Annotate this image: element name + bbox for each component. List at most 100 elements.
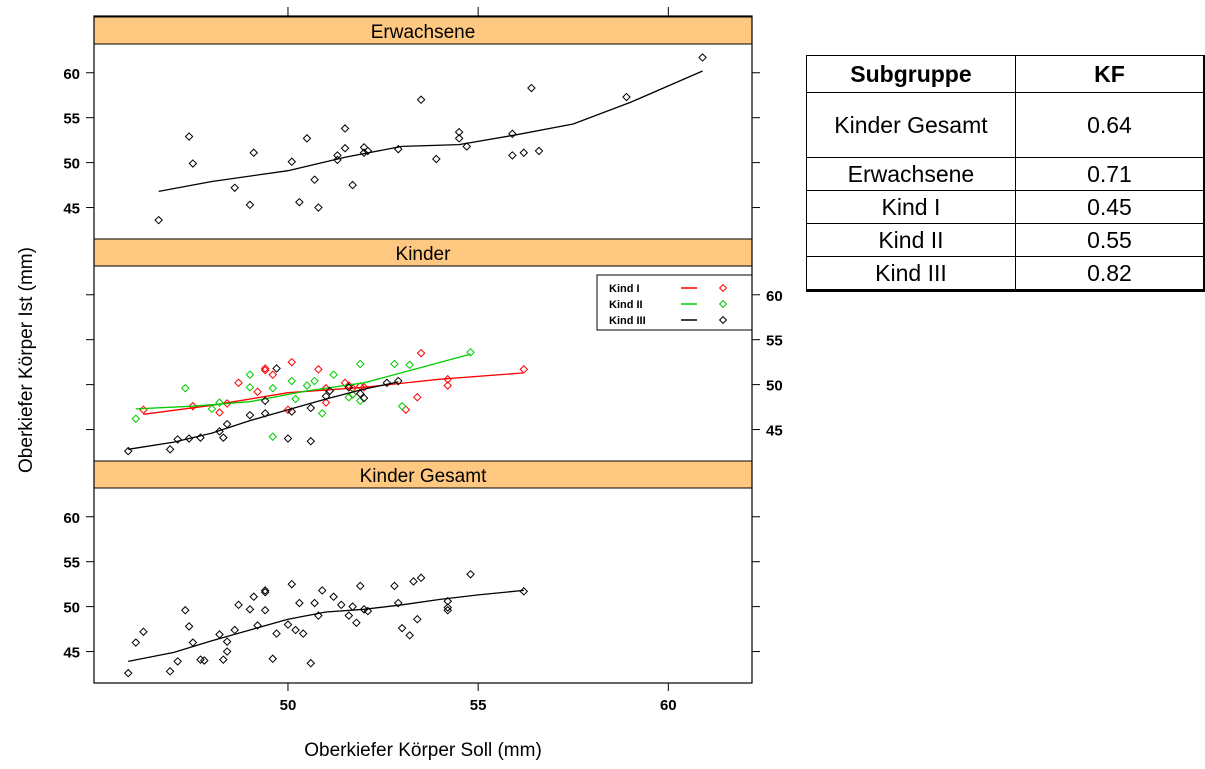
data-point — [268, 370, 278, 380]
data-point — [519, 365, 529, 374]
data-point — [260, 365, 270, 375]
data-point — [314, 203, 323, 212]
data-point — [222, 419, 232, 429]
data-point — [249, 148, 259, 158]
data-point — [397, 623, 407, 633]
data-point — [253, 621, 262, 630]
data-point — [222, 637, 232, 646]
data-point — [443, 381, 453, 390]
data-point — [272, 629, 281, 638]
data-point — [272, 364, 281, 373]
data-point — [340, 378, 350, 388]
x-tick-label: 55 — [470, 697, 487, 714]
data-point — [139, 405, 148, 415]
data-point — [519, 148, 529, 158]
table-header-kf: KF — [1014, 55, 1205, 93]
data-point — [173, 657, 182, 666]
data-point — [131, 638, 141, 647]
legend-label: Kind II — [609, 299, 643, 311]
data-point — [268, 383, 278, 393]
data-point — [245, 370, 255, 380]
table-cell-subgroup: Kinder Gesamt — [806, 92, 1016, 158]
data-point — [314, 611, 323, 620]
plot-frame — [93, 15, 753, 684]
y-axis-label: Oberkiefer Körper Ist (mm) — [16, 247, 37, 473]
data-point — [527, 83, 536, 93]
data-point — [390, 581, 399, 591]
data-point — [283, 434, 293, 443]
data-point — [215, 427, 224, 436]
data-point — [363, 146, 373, 156]
data-point — [622, 92, 631, 102]
data-point — [355, 359, 365, 369]
table-row: Kind II 0.55 — [806, 223, 1205, 257]
table-row: Kinder Gesamt 0.64 — [806, 92, 1205, 158]
data-point — [302, 381, 312, 390]
data-point — [348, 180, 357, 190]
legend-symbol — [718, 315, 728, 325]
data-point — [295, 197, 304, 207]
table-cell-kf: 0.55 — [1014, 223, 1205, 257]
data-point — [390, 359, 399, 369]
data-point — [287, 376, 297, 386]
data-point — [443, 596, 453, 606]
data-point — [340, 143, 350, 153]
data-point — [416, 95, 426, 105]
kf-table: Subgruppe KF Kinder Gesamt 0.64 Erwachse… — [806, 55, 1205, 292]
data-point — [173, 435, 182, 444]
table-cell-subgroup: Kind II — [806, 223, 1016, 257]
table-cell-kf: 0.45 — [1014, 190, 1205, 224]
data-point — [306, 403, 316, 413]
legend-label: Kind III — [609, 315, 646, 327]
data-point — [534, 146, 544, 156]
x-tick-label: 50 — [280, 697, 297, 714]
data-point — [123, 668, 133, 678]
data-point — [333, 151, 342, 160]
data-point — [260, 364, 270, 373]
data-point — [454, 134, 464, 143]
data-point — [287, 579, 297, 589]
data-point — [165, 667, 175, 676]
data-point — [321, 398, 331, 407]
data-point — [409, 577, 418, 586]
data-point — [336, 600, 346, 610]
table-row: Kind I 0.45 — [806, 190, 1205, 224]
data-point — [340, 124, 350, 133]
data-point — [222, 647, 232, 656]
data-point — [188, 401, 198, 411]
data-point — [432, 154, 441, 164]
data-point — [329, 370, 338, 380]
y-tick-label: 60 — [63, 510, 80, 527]
data-point — [253, 387, 262, 397]
data-point — [401, 405, 411, 415]
data-point — [291, 625, 300, 635]
data-point — [249, 592, 259, 602]
data-point — [310, 175, 319, 184]
y-tick-label: 55 — [63, 111, 80, 128]
data-point — [306, 658, 316, 668]
data-point — [295, 598, 304, 608]
data-point — [405, 631, 414, 640]
data-point — [306, 436, 316, 446]
data-point — [131, 414, 141, 424]
table-header-subgruppe: Subgruppe — [806, 55, 1016, 93]
data-point — [329, 592, 338, 602]
panel-strip — [93, 16, 753, 45]
data-point — [184, 434, 194, 443]
data-point — [207, 404, 217, 414]
data-point — [359, 383, 369, 392]
data-point — [344, 611, 354, 620]
y-tick-label: 45 — [63, 201, 80, 218]
table-cell-kf: 0.82 — [1014, 256, 1205, 292]
data-point — [466, 569, 475, 579]
panel-strip-label: Kinder — [396, 244, 452, 265]
data-point — [393, 598, 403, 608]
data-point — [310, 376, 319, 386]
data-point — [215, 630, 224, 639]
table-header-row: Subgruppe KF — [806, 55, 1205, 93]
data-point — [184, 622, 194, 631]
panel-strip-label: Erwachsene — [371, 22, 476, 43]
data-point — [508, 151, 517, 160]
data-point — [321, 391, 331, 401]
data-point — [219, 433, 228, 442]
